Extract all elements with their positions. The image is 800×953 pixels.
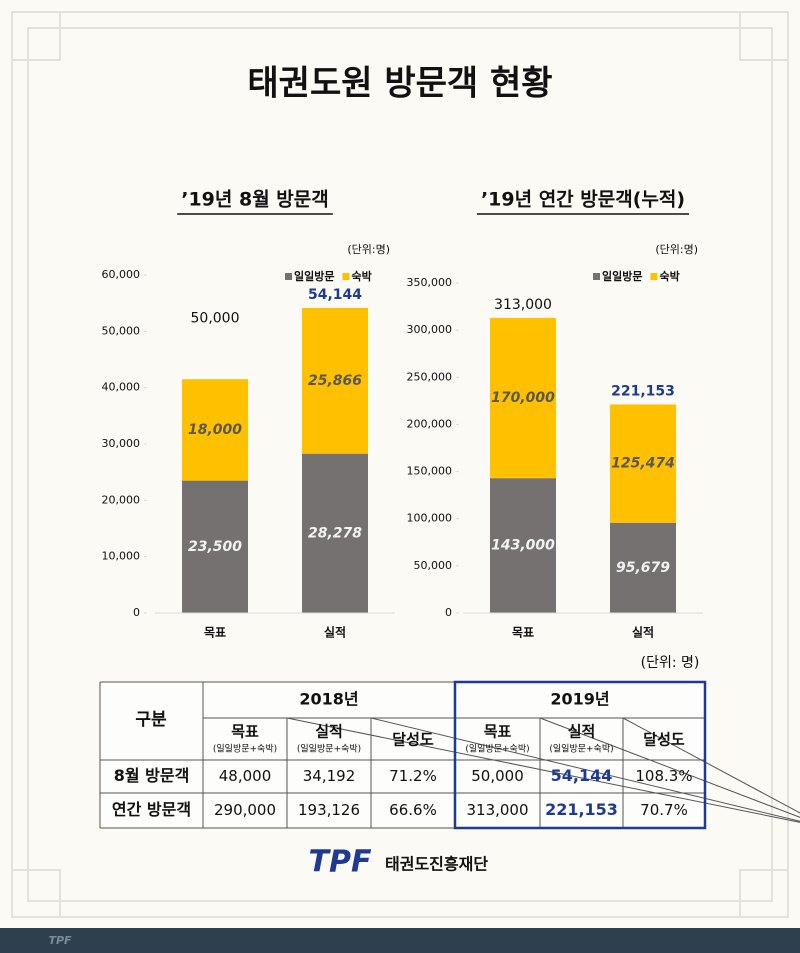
- table-corner: 구분: [135, 710, 167, 730]
- unit-label: (단위:명): [347, 243, 390, 256]
- logo-mark: TPF: [309, 845, 372, 880]
- bar-segment: [490, 478, 556, 613]
- y-tick-label: 300,000: [407, 323, 453, 336]
- column-header: 목표: [231, 723, 259, 741]
- y-tick-label: 20,000: [102, 493, 141, 506]
- table-cell: 313,000: [466, 801, 528, 819]
- legend-swatch: [593, 273, 600, 280]
- year-header: 2018년: [299, 690, 358, 709]
- legend-label: 숙박: [351, 269, 371, 283]
- table-cell: 70.7%: [640, 801, 688, 819]
- y-tick-label: 100,000: [407, 512, 453, 525]
- table-cell: 48,000: [219, 767, 272, 785]
- column-header: 달성도: [392, 731, 434, 749]
- column-note: (일일방문+숙박): [213, 744, 277, 755]
- legend-label: 일일방문: [602, 269, 642, 283]
- table-cell: 290,000: [214, 801, 276, 819]
- chart-title: ’19년 8월 방문객: [181, 189, 329, 211]
- column-header: 달성도: [643, 731, 685, 749]
- legend-label: 숙박: [659, 269, 679, 283]
- x-tick-label: 목표: [512, 626, 534, 640]
- bar-segment: [610, 404, 676, 523]
- x-tick-label: 실적: [324, 625, 346, 640]
- segment-label: 170,000: [491, 390, 555, 406]
- total-label: 221,153: [611, 383, 675, 399]
- table-cell: 50,000: [471, 767, 524, 785]
- y-tick-label: 60,000: [102, 268, 141, 281]
- table-cell: 66.6%: [389, 801, 437, 819]
- segment-label: 18,000: [188, 422, 242, 438]
- y-tick-label: 200,000: [407, 417, 453, 430]
- chart-title: ’19년 연간 방문객(누적): [481, 189, 685, 211]
- table-rule: [622, 717, 800, 814]
- column-header: 실적: [568, 723, 596, 741]
- column-note: (일일방문+숙박): [549, 744, 613, 755]
- segment-label: 95,679: [616, 560, 670, 576]
- y-tick-label: 50,000: [414, 559, 453, 572]
- segment-label: 23,500: [188, 539, 242, 555]
- legend-swatch: [285, 273, 292, 280]
- column-note: (일일방문+숙박): [465, 744, 529, 755]
- segment-label: 143,000: [491, 538, 555, 554]
- y-tick-label: 250,000: [407, 370, 453, 383]
- column-header: 실적: [315, 723, 343, 741]
- legend-label: 일일방문: [294, 269, 334, 283]
- table-cell: 71.2%: [389, 767, 437, 785]
- total-label: 313,000: [494, 297, 552, 313]
- y-tick-label: 10,000: [102, 550, 141, 563]
- column-header: 목표: [484, 723, 512, 741]
- y-tick-label: 0: [133, 606, 140, 619]
- footer-mark: TPF: [48, 934, 72, 947]
- bar-segment: [302, 307, 368, 454]
- y-tick-label: 150,000: [407, 465, 453, 478]
- total-label: 50,000: [191, 310, 240, 326]
- bar-segment: [610, 522, 676, 613]
- legend-swatch: [650, 273, 658, 280]
- frame: [11, 11, 789, 918]
- bar-segment: [182, 379, 248, 481]
- y-tick-label: 30,000: [102, 437, 141, 450]
- highlight-box: [453, 680, 707, 830]
- bar-segment: [490, 317, 556, 479]
- x-tick-label: 목표: [204, 626, 226, 640]
- table-cell: 34,192: [303, 767, 356, 785]
- table-rule: [286, 717, 800, 823]
- table-rule: [370, 717, 800, 822]
- x-tick-label: 실적: [632, 625, 654, 640]
- segment-label: 28,278: [308, 525, 362, 541]
- y-tick-label: 350,000: [407, 276, 453, 289]
- segment-label: 125,474: [611, 456, 675, 472]
- table-cell: 108.3%: [635, 767, 692, 785]
- y-tick-label: 50,000: [102, 324, 141, 337]
- row-header: 8월 방문객: [114, 766, 190, 785]
- year-header: 2019년: [550, 690, 609, 709]
- footer-band: [0, 928, 800, 953]
- logo-name: 태권도진흥재단: [385, 855, 488, 874]
- legend-swatch: [342, 273, 350, 280]
- segment-label: 25,866: [308, 373, 362, 389]
- page-title: 태권도원 방문객 현황: [247, 64, 552, 104]
- y-tick-label: 0: [445, 606, 452, 619]
- table-cell: 193,126: [298, 801, 360, 819]
- table-bg: [100, 682, 705, 828]
- bar-segment: [302, 453, 368, 613]
- bar-segment: [182, 480, 248, 613]
- row-header: 연간 방문객: [112, 800, 191, 819]
- table-cell: 54,144: [551, 766, 613, 785]
- unit-label: (단위:명): [655, 243, 698, 256]
- total-label: 54,144: [308, 287, 362, 303]
- column-note: (일일방문+숙박): [297, 744, 361, 755]
- table-rule: [539, 717, 800, 818]
- y-tick-label: 40,000: [102, 381, 141, 394]
- table-unit: (단위: 명): [641, 655, 700, 671]
- table-cell: 221,153: [545, 800, 618, 819]
